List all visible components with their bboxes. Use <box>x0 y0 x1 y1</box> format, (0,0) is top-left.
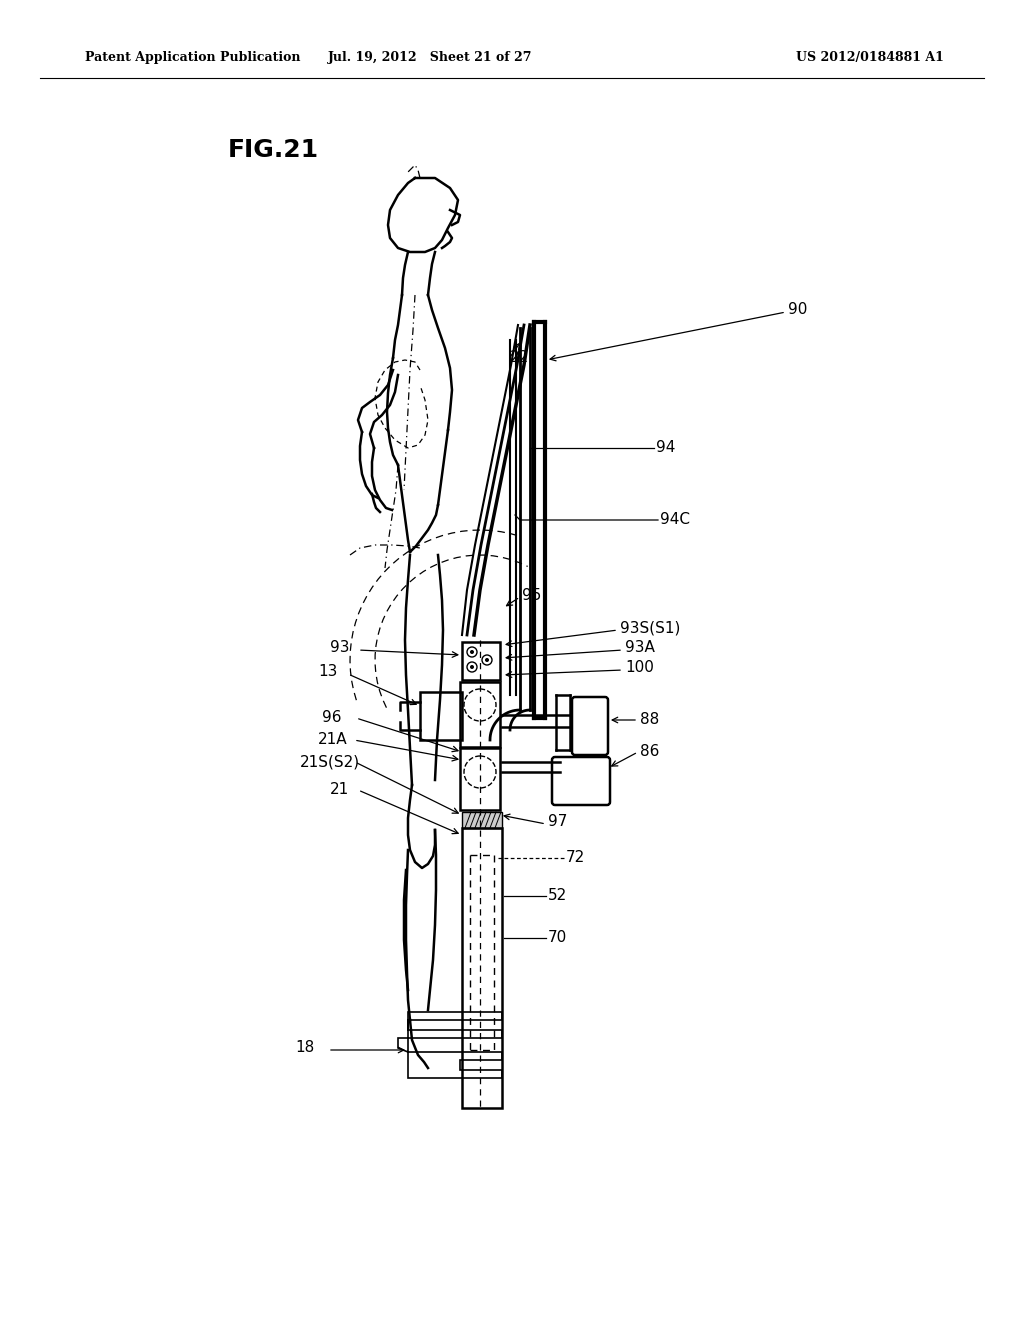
Text: Patent Application Publication: Patent Application Publication <box>85 51 300 65</box>
Text: 70: 70 <box>548 931 567 945</box>
Text: 21A: 21A <box>318 733 347 747</box>
Text: 93: 93 <box>330 640 349 656</box>
Bar <box>462 828 502 1107</box>
Text: 72: 72 <box>566 850 586 866</box>
Text: 97: 97 <box>548 814 567 829</box>
Text: 90: 90 <box>788 302 807 318</box>
Bar <box>460 682 500 747</box>
Text: Jul. 19, 2012   Sheet 21 of 27: Jul. 19, 2012 Sheet 21 of 27 <box>328 51 532 65</box>
Text: FIG.21: FIG.21 <box>228 139 319 162</box>
Text: 13: 13 <box>318 664 337 680</box>
Text: 22: 22 <box>510 351 529 366</box>
Circle shape <box>485 657 489 663</box>
Text: 18: 18 <box>295 1040 314 1056</box>
Text: 21: 21 <box>330 783 349 797</box>
Text: 95: 95 <box>522 587 542 602</box>
Circle shape <box>470 665 474 669</box>
Text: 93A: 93A <box>625 640 655 656</box>
Text: US 2012/0184881 A1: US 2012/0184881 A1 <box>796 51 944 65</box>
Text: 96: 96 <box>322 710 341 726</box>
Bar <box>462 812 502 828</box>
Bar <box>462 642 500 680</box>
Text: 86: 86 <box>640 744 659 759</box>
Text: 94C: 94C <box>660 512 690 528</box>
Text: 100: 100 <box>625 660 654 676</box>
Bar <box>460 748 500 810</box>
Circle shape <box>470 649 474 653</box>
Text: 52: 52 <box>548 888 567 903</box>
Text: 21S(S2): 21S(S2) <box>300 755 360 770</box>
Text: 93S(S1): 93S(S1) <box>620 620 680 635</box>
Bar <box>420 692 462 741</box>
Text: 94: 94 <box>656 441 676 455</box>
Text: 88: 88 <box>640 713 659 727</box>
